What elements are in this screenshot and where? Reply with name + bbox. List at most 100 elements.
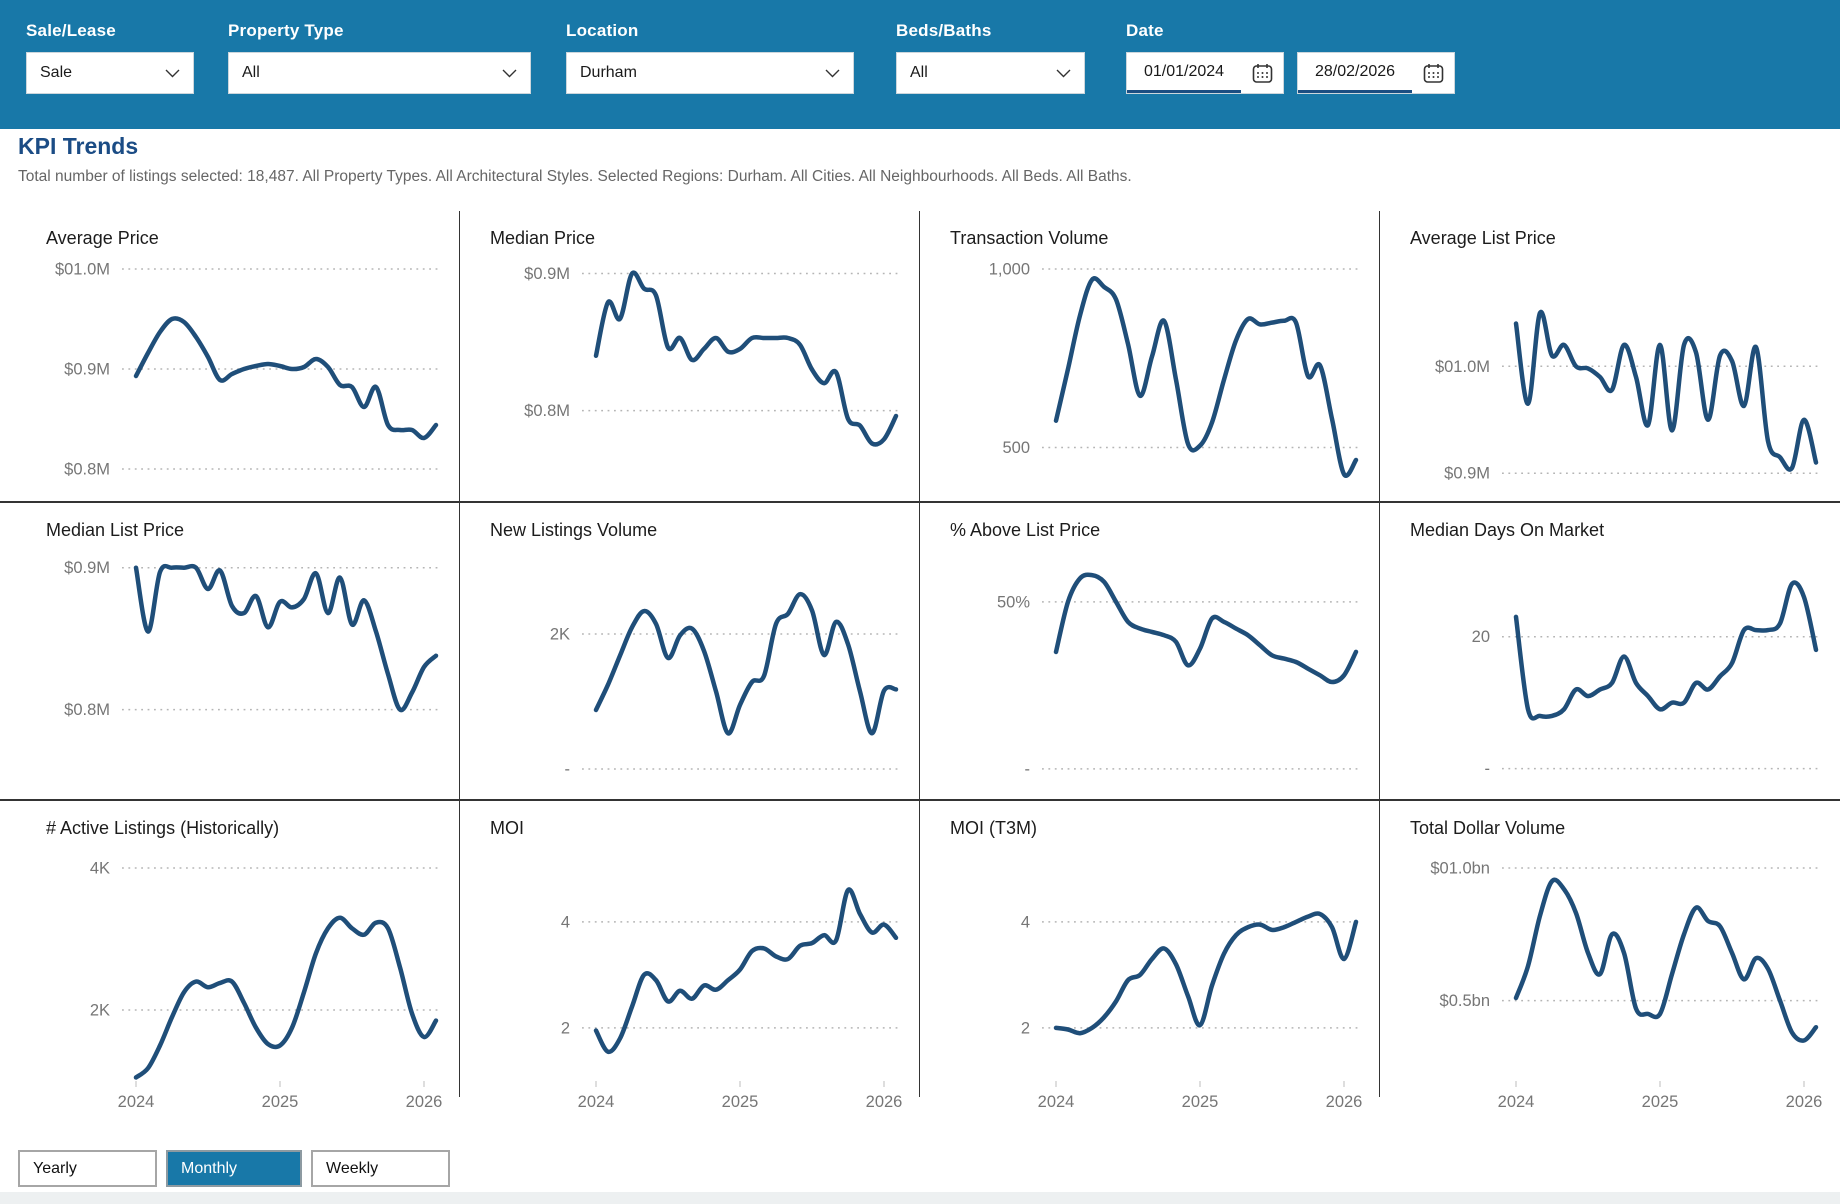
chart-title: # Active Listings (Historically)	[46, 818, 280, 838]
location-label: Location	[566, 21, 639, 40]
y-tick-label: $0.8M	[524, 402, 570, 420]
page-title: KPI Trends	[18, 133, 139, 159]
location-select[interactable]: Durham	[566, 52, 854, 94]
kpi-grid: Average Price $01.0M $0.9M $0.8M Median Pr…	[0, 211, 1840, 1140]
total-dollar-volume-chart-cell[interactable]: Total Dollar Volume $01.0bn $0.5bn 2024 202…	[1380, 801, 1840, 1140]
line-chart: $0.9M $0.8M	[64, 559, 442, 719]
line-chart: 4 2 2024 2025 2026	[561, 887, 903, 1111]
beds-baths-label: Beds/Baths	[896, 21, 992, 40]
monthly-button[interactable]: Monthly	[166, 1150, 302, 1187]
y-tick-label: 50%	[997, 593, 1030, 611]
y-tick-label: 1,000	[989, 261, 1030, 279]
sale-lease-label: Sale/Lease	[26, 21, 116, 40]
sale-lease-select[interactable]: Sale	[26, 52, 194, 94]
chevron-down-icon	[502, 69, 517, 77]
y-tick-label: $0.9M	[524, 265, 570, 283]
trend-line	[1053, 276, 1359, 478]
beds-baths-value: All	[910, 64, 928, 81]
x-tick-label: 2026	[866, 1093, 903, 1111]
date-end-value[interactable]: 28/02/2026	[1298, 53, 1412, 93]
moi-t3m-chart-cell[interactable]: MOI (T3M) 4 2 2024 2025 2026	[920, 801, 1381, 1140]
chart-title: Median List Price	[46, 520, 185, 540]
trend-line	[1513, 877, 1819, 1043]
new-listings-volume-chart-cell[interactable]: New Listings Volume 2K -	[460, 503, 921, 801]
date-start-input[interactable]: 01/01/2024	[1126, 52, 1284, 94]
y-tick-label: $0.9M	[64, 361, 110, 379]
chevron-down-icon	[1056, 69, 1071, 77]
moi-chart-cell[interactable]: MOI 4 2 2024 2025 2026	[460, 801, 921, 1140]
x-tick-label: 2024	[1498, 1093, 1535, 1111]
bottom-strip	[0, 1192, 1840, 1204]
trend-line	[1513, 580, 1819, 721]
y-tick-label: 2K	[90, 1001, 110, 1019]
weekly-button[interactable]: Weekly	[311, 1150, 450, 1187]
y-tick-label: $0.9M	[1444, 465, 1490, 483]
trend-line	[1053, 572, 1359, 685]
x-tick-label: 2025	[1182, 1093, 1219, 1111]
filter-date: Date 01/01/2024 28/02/2026	[1126, 0, 1455, 94]
chart-title: Transaction Volume	[950, 228, 1109, 248]
property-type-select[interactable]: All	[228, 52, 531, 94]
chart-title: Total Dollar Volume	[1410, 818, 1566, 838]
median-days-on-market-chart-cell[interactable]: Median Days On Market 20 -	[1380, 503, 1840, 801]
average-list-price-chart-cell[interactable]: Average List Price $01.0M $0.9M	[1380, 211, 1840, 503]
y-tick-label: 500	[1002, 439, 1030, 457]
line-chart: 2K -	[550, 591, 902, 779]
y-tick-label: $0.5bn	[1440, 992, 1490, 1010]
date-label: Date	[1126, 21, 1164, 40]
average-price-chart-cell[interactable]: Average Price $01.0M $0.9M $0.8M	[0, 211, 461, 503]
chart-title: % Above List Price	[950, 520, 1101, 540]
chart-title: MOI (T3M)	[950, 818, 1037, 838]
calendar-icon[interactable]	[1241, 53, 1283, 93]
x-tick-label: 2025	[262, 1093, 299, 1111]
x-tick-label: 2024	[578, 1093, 615, 1111]
x-tick-label: 2024	[1038, 1093, 1075, 1111]
median-price-chart-cell[interactable]: Median Price $0.9M $0.8M	[460, 211, 921, 503]
line-chart: $0.9M $0.8M	[524, 265, 902, 447]
filter-property-type: Property Type All	[228, 0, 531, 94]
property-type-value: All	[242, 64, 260, 81]
date-end-input[interactable]: 28/02/2026	[1297, 52, 1455, 94]
y-tick-label: $0.8M	[64, 461, 110, 479]
y-tick-label: $01.0bn	[1430, 859, 1490, 877]
chart-title: Median Price	[490, 228, 596, 248]
trend-line	[593, 887, 899, 1055]
y-tick-label: 4	[1021, 913, 1030, 931]
median-list-price-chart-cell[interactable]: Median List Price $0.9M $0.8M	[0, 503, 461, 801]
chart-title: Average Price	[46, 228, 159, 248]
yearly-button[interactable]: Yearly	[18, 1150, 157, 1187]
y-tick-label: 2K	[550, 626, 570, 644]
y-tick-label: $0.9M	[64, 559, 110, 577]
chart-title: Average List Price	[1410, 228, 1556, 248]
line-chart: $01.0M $0.9M	[1435, 309, 1822, 483]
transaction-volume-chart-cell[interactable]: Transaction Volume 1,000 500	[920, 211, 1381, 503]
location-value: Durham	[580, 64, 637, 81]
x-tick-label: 2026	[406, 1093, 443, 1111]
y-tick-label: $01.0M	[55, 261, 110, 279]
beds-baths-select[interactable]: All	[896, 52, 1085, 94]
date-start-value[interactable]: 01/01/2024	[1127, 53, 1241, 93]
filter-location: Location Durham	[566, 0, 854, 94]
chart-title: Median Days On Market	[1410, 520, 1605, 540]
period-toggle: Yearly Monthly Weekly	[18, 1150, 450, 1187]
sale-lease-value: Sale	[40, 64, 73, 81]
filter-bar: Sale/Lease Sale Property Type All Locati…	[0, 0, 1840, 129]
y-tick-label: -	[1025, 760, 1031, 778]
y-tick-label: 2	[561, 1019, 570, 1037]
line-chart: 4 2 2024 2025 2026	[1021, 911, 1363, 1111]
y-tick-label: $01.0M	[1435, 358, 1490, 376]
active-listings-historically-chart-cell[interactable]: # Active Listings (Historically) 4K 2K 202…	[0, 801, 461, 1140]
trend-line	[133, 316, 439, 441]
trend-line	[1053, 911, 1359, 1036]
trend-line	[593, 270, 899, 447]
x-tick-label: 2025	[1642, 1093, 1679, 1111]
line-chart: 20 -	[1472, 580, 1822, 778]
y-tick-label: -	[1485, 760, 1491, 778]
calendar-icon[interactable]	[1412, 53, 1454, 93]
above-list-price-chart-cell[interactable]: % Above List Price 50% -	[920, 503, 1381, 801]
x-tick-label: 2026	[1326, 1093, 1363, 1111]
trend-line	[1513, 309, 1819, 472]
selection-summary: Total number of listings selected: 18,48…	[18, 168, 1132, 185]
chart-title: New Listings Volume	[490, 520, 658, 540]
